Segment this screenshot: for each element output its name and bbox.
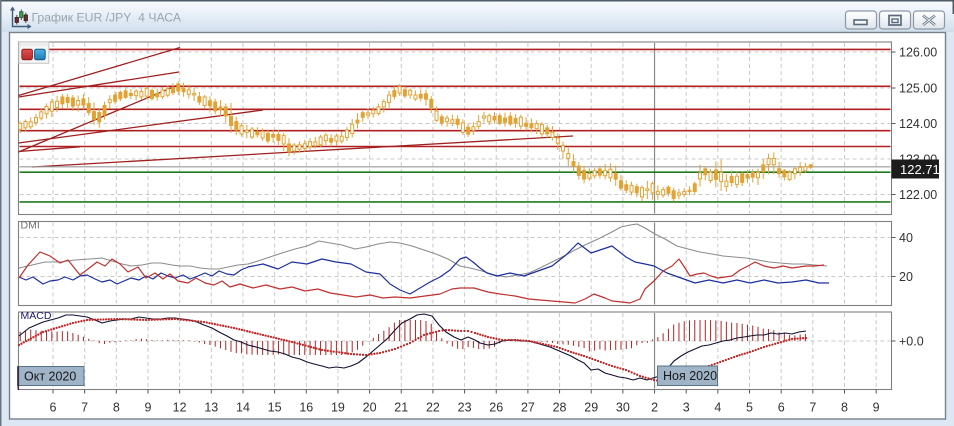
svg-text:14: 14	[236, 401, 250, 415]
svg-text:MACD: MACD	[21, 310, 52, 322]
svg-text:20: 20	[363, 401, 377, 415]
svg-text:126.00: 126.00	[899, 46, 937, 60]
svg-text:Окт 2020: Окт 2020	[24, 370, 76, 384]
svg-text:12: 12	[173, 401, 187, 415]
svg-text:7: 7	[81, 401, 88, 415]
svg-text:Ноя 2020: Ноя 2020	[663, 369, 717, 383]
svg-text:DMI: DMI	[21, 220, 40, 232]
svg-text:7: 7	[809, 401, 816, 415]
svg-text:40: 40	[899, 231, 913, 245]
svg-text:29: 29	[584, 401, 598, 415]
svg-text:5: 5	[746, 401, 753, 415]
svg-text:21: 21	[394, 401, 408, 415]
svg-text:23: 23	[458, 401, 472, 415]
svg-text:2: 2	[651, 401, 658, 415]
svg-text:20: 20	[899, 270, 913, 284]
svg-text:122.71: 122.71	[900, 162, 940, 177]
svg-text:16: 16	[299, 401, 313, 415]
svg-text:22: 22	[426, 401, 440, 415]
svg-text:125.00: 125.00	[899, 82, 937, 96]
svg-text:30: 30	[616, 401, 630, 415]
svg-text:122.00: 122.00	[899, 188, 937, 202]
svg-text:124.00: 124.00	[899, 117, 937, 131]
svg-text:9: 9	[145, 401, 152, 415]
svg-text:9: 9	[873, 401, 880, 415]
svg-text:8: 8	[841, 401, 848, 415]
svg-text:27: 27	[521, 401, 535, 415]
svg-text:6: 6	[778, 401, 785, 415]
svg-text:19: 19	[331, 401, 345, 415]
svg-text:+0.0: +0.0	[899, 335, 924, 349]
svg-text:8: 8	[113, 401, 120, 415]
svg-text:26: 26	[489, 401, 503, 415]
svg-text:15: 15	[268, 401, 282, 415]
svg-text:3: 3	[683, 401, 690, 415]
svg-text:28: 28	[553, 401, 567, 415]
svg-text:4: 4	[714, 401, 721, 415]
svg-text:6: 6	[50, 401, 57, 415]
svg-text:График EUR /JPY 4 ЧАСА: График EUR /JPY 4 ЧАСА	[32, 11, 182, 25]
svg-text:13: 13	[204, 401, 218, 415]
